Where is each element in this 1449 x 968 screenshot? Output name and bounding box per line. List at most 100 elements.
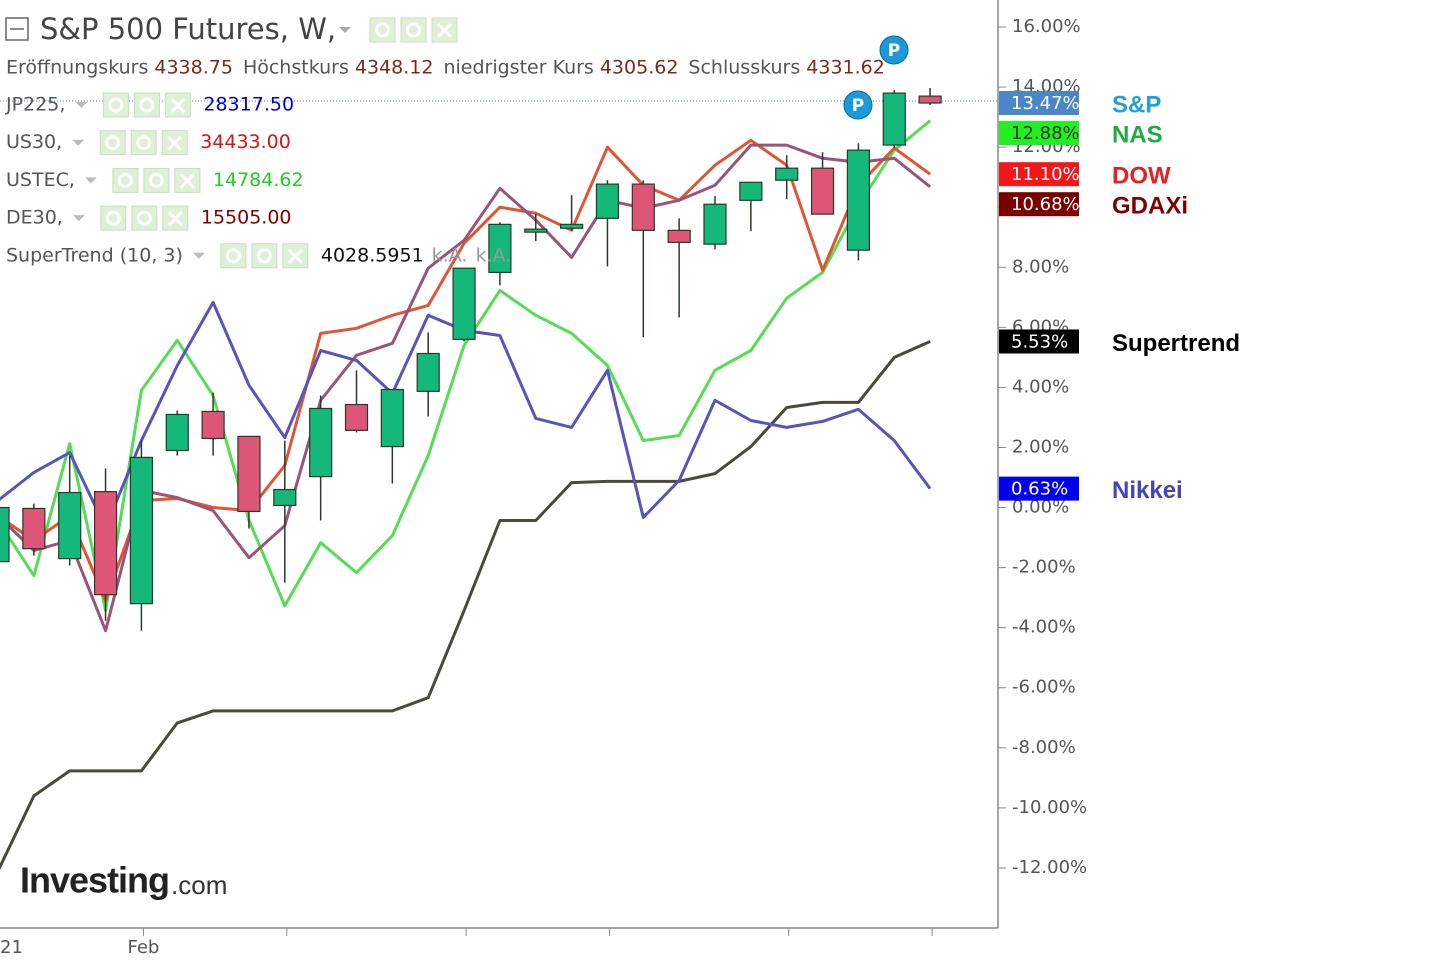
icon-close-x (179, 173, 195, 189)
event-marker-label: P (888, 41, 900, 61)
indicator-extra: k.A. (432, 244, 468, 266)
icon-close[interactable] (162, 205, 189, 231)
value-badge (999, 192, 1079, 217)
dropdown-arrow[interactable] (339, 27, 351, 33)
candle-body (882, 92, 906, 146)
indicator-name: JP225, (5, 94, 65, 116)
ohlc-value: 4331.62 (806, 57, 885, 79)
icon-eye[interactable] (220, 243, 247, 269)
indicator-name: USTEC, (6, 169, 75, 191)
ohlc-label: niedrigster Kurs (443, 57, 593, 79)
icon-gear-glyph (139, 97, 155, 113)
watermark-suffix: .com (171, 870, 227, 900)
candle-body (524, 228, 548, 233)
candle-body (559, 223, 584, 229)
icon-eye[interactable] (369, 17, 396, 43)
icon-gear-glyph (406, 22, 421, 38)
icon-gear[interactable] (400, 17, 427, 43)
icon-eye[interactable] (99, 130, 126, 156)
value-badge-label: 0.63% (1011, 479, 1068, 500)
icon-eye[interactable] (100, 205, 127, 231)
value-badge-label: 12.88% (1011, 123, 1080, 144)
series-name: DOW (1112, 163, 1171, 190)
icon-eye-glyph (225, 248, 241, 264)
value-badge-label: 5.53% (1011, 331, 1068, 352)
x-tick-label: Feb (127, 937, 159, 958)
y-tick-label: -2.00% (1012, 557, 1076, 578)
value-badge-label: 11.10% (1011, 164, 1080, 185)
ohlc-value: 4338.75 (154, 57, 233, 79)
series-name: Nikkei (1112, 477, 1183, 504)
value-badge (999, 162, 1079, 187)
dropdown-arrow[interactable] (72, 215, 85, 222)
candle-body (703, 203, 727, 245)
icon-eye[interactable] (102, 92, 129, 118)
value-badge (999, 476, 1079, 501)
candle-body (667, 229, 691, 243)
icon-gear-glyph (136, 210, 152, 226)
candle-body (595, 183, 620, 219)
y-tick-label: -6.00% (1012, 677, 1076, 698)
candle-body (129, 456, 153, 605)
candle-body (93, 491, 118, 596)
candle-body (344, 403, 369, 431)
icon-close-x (167, 211, 183, 227)
icon-close[interactable] (161, 130, 188, 156)
candle-body (488, 223, 512, 273)
icon-gear[interactable] (130, 130, 157, 156)
value-badge (999, 121, 1079, 146)
dropdown-arrow[interactable] (75, 102, 88, 108)
candle-body (380, 388, 404, 448)
icon-gear-glyph (148, 172, 164, 188)
line-series (0, 119, 932, 613)
candle-body (846, 149, 871, 251)
candle-body (58, 491, 82, 560)
dropdown-arrow[interactable] (72, 139, 85, 146)
icon-close-x (167, 135, 183, 151)
indicator-value: 14784.62 (213, 169, 304, 191)
indicator-name: US30, (6, 131, 62, 153)
collapse-icon[interactable] (5, 17, 29, 41)
line-series (0, 143, 932, 633)
dropdown-arrow[interactable] (192, 252, 205, 259)
candle-body (416, 352, 440, 392)
ohlc-value: 4348.12 (355, 57, 434, 79)
indicator-value: 34433.00 (200, 131, 291, 153)
icon-close-x (436, 22, 453, 39)
candle-body (165, 413, 189, 452)
icon-close-x (170, 97, 186, 114)
event-marker[interactable] (843, 90, 873, 120)
candle-body (22, 507, 46, 550)
icon-gear[interactable] (251, 243, 278, 269)
candle-body (775, 167, 799, 181)
y-tick-label: -12.00% (1012, 857, 1087, 878)
y-tick-label: 4.00% (1012, 376, 1069, 397)
icon-eye[interactable] (112, 167, 139, 193)
icon-gear[interactable] (131, 205, 158, 231)
y-tick-label: -4.00% (1012, 617, 1076, 638)
indicator-value: 15505.00 (201, 207, 292, 229)
icon-gear[interactable] (133, 92, 160, 118)
candle-body (273, 488, 297, 507)
watermark-brand: Investing (20, 860, 169, 901)
event-marker[interactable] (879, 35, 909, 65)
candle-body (810, 167, 835, 215)
icon-eye-glyph (105, 135, 121, 151)
icon-eye-glyph (105, 210, 121, 226)
ohlc-label: Eröffnungskurs (6, 57, 148, 79)
ohlc-label: Schlusskurs (688, 57, 800, 79)
header: Eröffnungskurs 4338.75 Höchstkurs 4348.12 ni… (5, 17, 885, 269)
series-name: Supertrend (1112, 330, 1240, 357)
dropdown-arrow[interactable] (84, 177, 97, 184)
value-badge (999, 329, 1079, 354)
icon-gear[interactable] (143, 167, 170, 193)
icon-gear-glyph (136, 135, 152, 151)
plot-area: 16.00%14.00%12.00%10.00%8.00%6.00%4.00%2… (0, 16, 1087, 958)
indicator-extra: k.A. (476, 244, 512, 266)
candle-body (201, 410, 225, 440)
icon-eye-glyph (117, 172, 133, 188)
overlay: 13.47% S&P 12.88% NAS 11.10% DOW 10.68% GDAXi 5.… (20, 35, 1240, 901)
value-badge-label: 13.47% (1011, 93, 1080, 114)
